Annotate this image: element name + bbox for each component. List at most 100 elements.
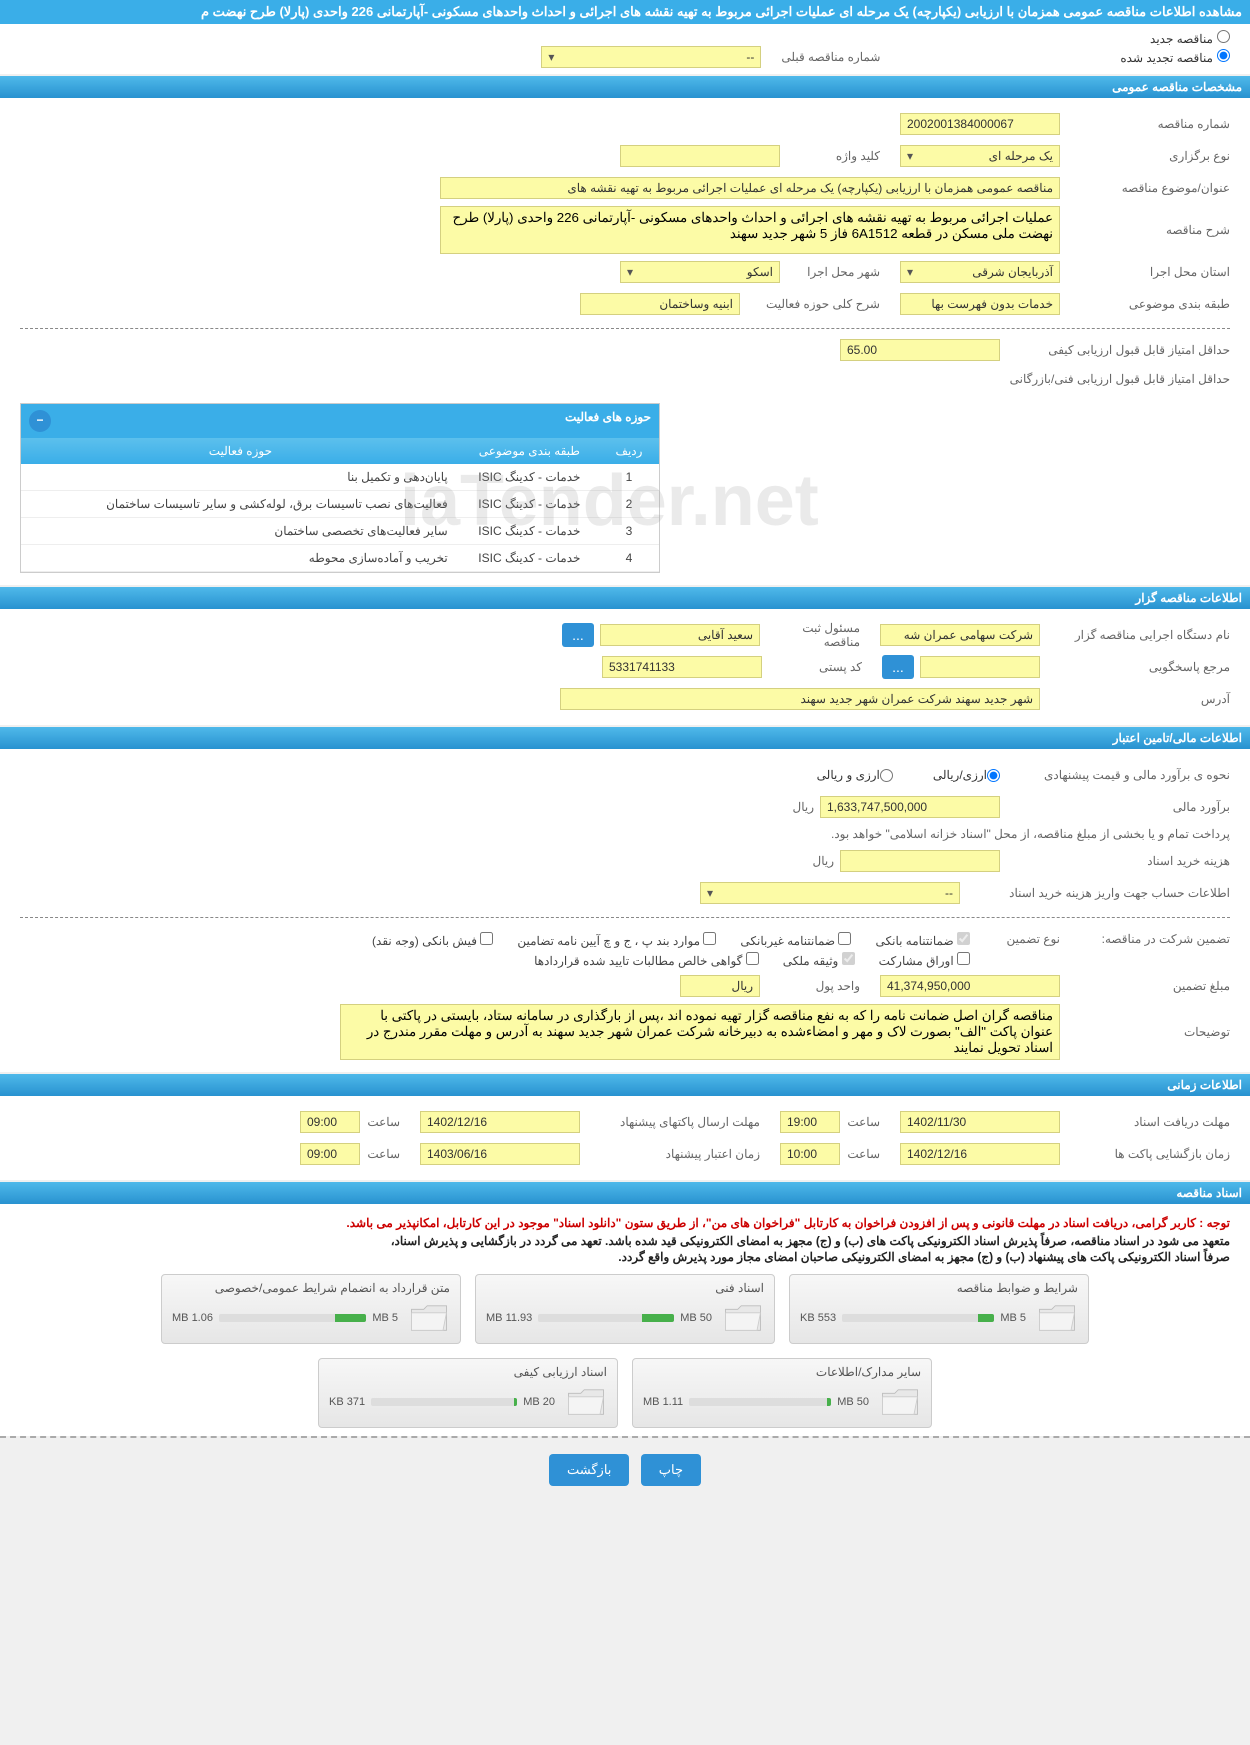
pkt-send-label: مهلت ارسال پاکتهای پیشنهاد (580, 1115, 780, 1129)
officer-label: مسئول ثبت مناقصه (760, 621, 880, 649)
tender-no-label: شماره مناقصه (1060, 117, 1230, 131)
col-category: طبقه بندی موضوعی (460, 438, 599, 464)
open-label: زمان بازگشایی پاکت ها (1060, 1147, 1230, 1161)
doc-recv-time[interactable]: 19:00 (780, 1111, 840, 1133)
time-lbl-3: ساعت (840, 1147, 900, 1161)
activity-box: حوزه های فعالیت − ردیف طبقه بندی موضوعی … (20, 403, 660, 573)
chk-bank (957, 932, 970, 945)
activity-collapse-icon[interactable]: − (29, 410, 51, 432)
chk-items-label: موارد بند پ ، ج و چ آیین نامه تضامین (517, 934, 700, 948)
file-used: 553 KB (800, 1312, 836, 1324)
folder-icon (722, 1299, 764, 1337)
guarantee-notes-label: توضیحات (1060, 1025, 1230, 1039)
chk-cash-label: فیش بانکی (وجه نقد) (372, 934, 477, 948)
table-row: 4خدمات - کدینگ ISICتخریب و آماده‌سازی مح… (21, 545, 659, 572)
doc-recv-date[interactable]: 1402/11/30 (900, 1111, 1060, 1133)
contact-field[interactable] (920, 656, 1040, 678)
valid-time[interactable]: 09:00 (300, 1143, 360, 1165)
file-title: سایر مدارک/اطلاعات (643, 1365, 921, 1379)
pkt-send-time[interactable]: 09:00 (300, 1111, 360, 1133)
account-dropdown[interactable]: -- (700, 882, 960, 904)
file-card[interactable]: اسناد ارزیابی کیفی 20 MB 371 KB (318, 1358, 618, 1428)
radio-new-label: مناقصه جدید (1150, 32, 1213, 46)
docs-note-2: متعهد می شود در اسناد مناقصه، صرفاً پذیر… (20, 1234, 1230, 1248)
pkt-send-date[interactable]: 1402/12/16 (420, 1111, 580, 1133)
keyword-label: کلید واژه (780, 149, 900, 163)
file-title: شرایط و ضوابط مناقصه (800, 1281, 1078, 1295)
section-holder-header: اطلاعات مناقصه گزار (0, 587, 1250, 609)
radio-new[interactable] (1217, 30, 1230, 43)
time-lbl-2: ساعت (360, 1115, 420, 1129)
print-button[interactable]: چاپ (641, 1454, 701, 1486)
estimate-label: برآورد مالی (1000, 800, 1230, 814)
radio-rial-label: ارزی/ریالی (933, 768, 987, 782)
file-title: اسناد فنی (486, 1281, 764, 1295)
folder-icon (565, 1383, 607, 1421)
guarantee-notes-field[interactable] (340, 1004, 1060, 1060)
keyword-field[interactable] (620, 145, 780, 167)
contact-label: مرجع پاسخگویی (1040, 660, 1230, 674)
chk-property-label: وثیقه ملکی (783, 954, 839, 968)
doc-fee-unit: ریال (812, 854, 834, 868)
officer-field: سعید آقایی (600, 624, 760, 646)
open-time[interactable]: 10:00 (780, 1143, 840, 1165)
radio-renewed[interactable] (1217, 49, 1230, 62)
hold-type-label: نوع برگزاری (1060, 149, 1230, 163)
currency-label: واحد پول (760, 979, 880, 993)
tender-no-field: 2002001384000067 (900, 113, 1060, 135)
desc-label: شرح مناقصه (1060, 223, 1230, 237)
chk-claims-label: گواهی خالص مطالبات تایید شده قراردادها (534, 954, 742, 968)
file-total: 50 MB (837, 1396, 869, 1408)
time-lbl-4: ساعت (360, 1147, 420, 1161)
officer-more-button[interactable]: ... (562, 623, 594, 647)
chk-securities[interactable] (957, 952, 970, 965)
col-area: حوزه فعالیت (21, 438, 460, 464)
method-label: نحوه ی برآورد مالی و قیمت پیشنهادی (1000, 768, 1230, 782)
guarantee-amount-label: مبلغ تضمین (1060, 979, 1230, 993)
category-field: خدمات بدون فهرست بها (900, 293, 1060, 315)
activity-class-field: ابنیه وساختمان (580, 293, 740, 315)
guarantee-amount-field: 41,374,950,000 (880, 975, 1060, 997)
qual-min-field[interactable]: 65.00 (840, 339, 1000, 361)
valid-date[interactable]: 1403/06/16 (420, 1143, 580, 1165)
activity-header-title: حوزه های فعالیت (565, 410, 651, 432)
postal-label: کد پستی (762, 660, 882, 674)
radio-rial[interactable] (987, 769, 1000, 782)
city-dropdown[interactable]: اسکو (620, 261, 780, 283)
chk-property (842, 952, 855, 965)
file-card[interactable]: شرایط و ضوابط مناقصه 5 MB 553 KB (789, 1274, 1089, 1344)
file-card[interactable]: سایر مدارک/اطلاعات 50 MB 1.11 MB (632, 1358, 932, 1428)
radio-mixed[interactable] (880, 769, 893, 782)
back-button[interactable]: بازگشت (549, 1454, 629, 1486)
chk-nonbank[interactable] (838, 932, 851, 945)
guarantee-type-label: نوع تضمین (970, 932, 1060, 946)
file-total: 20 MB (523, 1396, 555, 1408)
file-card[interactable]: متن قرارداد به انضمام شرایط عمومی/خصوصی … (161, 1274, 461, 1344)
desc-field[interactable] (440, 206, 1060, 254)
qual-min-label: حداقل امتیاز قابل قبول ارزیابی کیفی (1000, 343, 1230, 357)
file-total: 5 MB (372, 1312, 398, 1324)
subject-field: مناقصه عمومی همزمان با ارزیابی (یکپارچه)… (440, 177, 1060, 199)
activity-class-label: شرح کلی حوزه فعالیت (740, 297, 900, 311)
prev-tender-dropdown[interactable]: -- (541, 46, 761, 68)
doc-fee-field[interactable] (840, 850, 1000, 872)
chk-cash[interactable] (480, 932, 493, 945)
finance-note: پرداخت تمام و یا بخشی از مبلغ مناقصه، از… (20, 827, 1230, 841)
file-total: 50 MB (680, 1312, 712, 1324)
file-card[interactable]: اسناد فنی 50 MB 11.93 MB (475, 1274, 775, 1344)
account-label: اطلاعات حساب جهت واریز هزینه خرید اسناد (960, 886, 1230, 900)
estimate-unit: ریال (792, 800, 814, 814)
file-title: اسناد ارزیابی کیفی (329, 1365, 607, 1379)
hold-type-dropdown[interactable]: یک مرحله ای (900, 145, 1060, 167)
folder-icon (879, 1383, 921, 1421)
table-row: 2خدمات - کدینگ ISICفعالیت‌های نصب تاسیسا… (21, 491, 659, 518)
chk-items[interactable] (703, 932, 716, 945)
chk-claims[interactable] (746, 952, 759, 965)
contact-more-button[interactable]: ... (882, 655, 914, 679)
table-row: 1خدمات - کدینگ ISICپایان‌دهی و تکمیل بنا (21, 464, 659, 491)
docs-note-3: صرفاً اسناد الکترونیکی پاکت های پیشنهاد … (20, 1250, 1230, 1264)
file-used: 1.06 MB (172, 1312, 213, 1324)
chk-bank-label: ضمانتنامه بانکی (875, 934, 953, 948)
open-date[interactable]: 1402/12/16 (900, 1143, 1060, 1165)
province-dropdown[interactable]: آذربایجان شرقی (900, 261, 1060, 283)
